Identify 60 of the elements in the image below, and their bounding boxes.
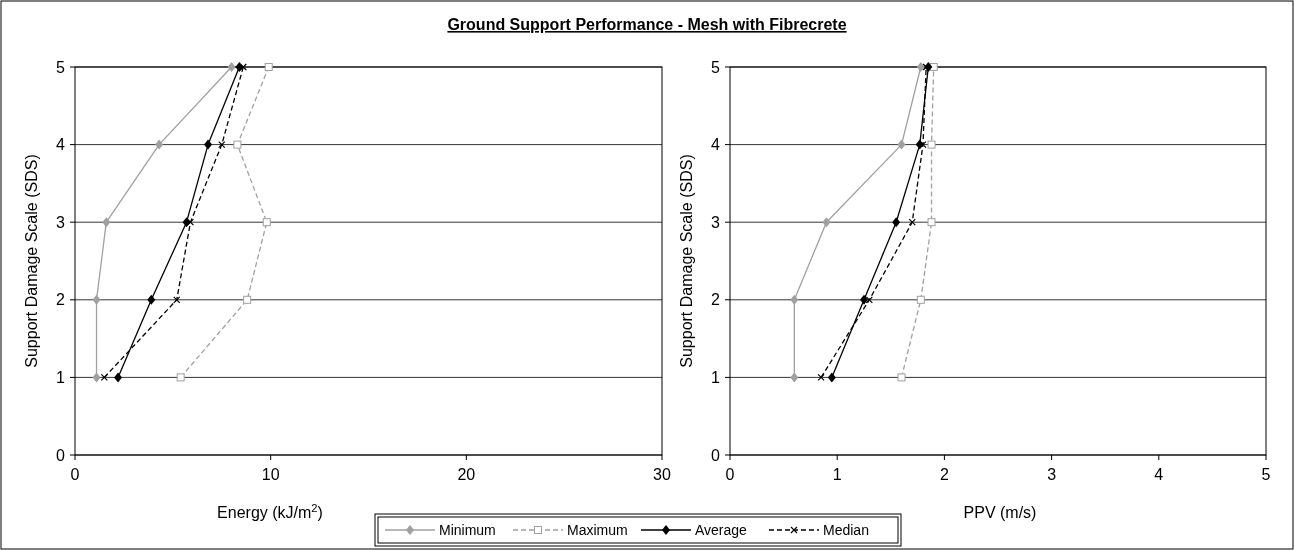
y-tick-label: 4 — [56, 136, 66, 154]
point — [790, 294, 799, 305]
point — [860, 294, 868, 305]
point — [102, 217, 111, 228]
y-tick-label: 2 — [711, 291, 721, 309]
x-tick-label: 2 — [939, 466, 949, 483]
point — [147, 294, 156, 305]
point — [264, 63, 273, 71]
y-tick-label: 0 — [711, 446, 721, 464]
x-tick-label: 30 — [653, 466, 671, 483]
point — [822, 217, 831, 228]
x-tick-label: 10 — [261, 466, 280, 483]
chart-title: Ground Support Performance - Mesh with Fibrecrete — [447, 16, 847, 33]
x-tick-label: 5 — [1261, 466, 1271, 483]
point — [897, 373, 906, 382]
point — [790, 372, 799, 383]
x-axis-title: PPV (m/s) — [963, 504, 1037, 521]
point — [155, 139, 164, 150]
point — [927, 140, 936, 149]
point — [892, 217, 901, 228]
point — [233, 140, 242, 149]
legend-label: Median — [823, 522, 869, 538]
y-tick-label: 5 — [56, 58, 66, 76]
point — [92, 372, 101, 383]
legend-label: Minimum — [439, 522, 496, 538]
x-tick-label: 3 — [1047, 466, 1057, 483]
y-axis-title: Support Damage Scale (SDS) — [23, 154, 40, 368]
y-axis-title: Support Damage Scale (SDS) — [678, 154, 695, 368]
point — [114, 372, 123, 383]
legend-label: Maximum — [567, 522, 628, 538]
y-tick-label: 1 — [711, 369, 721, 386]
legend-label: Average — [695, 522, 748, 538]
point — [865, 296, 873, 304]
point — [92, 294, 101, 305]
y-tick-label: 0 — [56, 446, 66, 464]
point — [927, 218, 936, 227]
y-tick-label: 4 — [711, 136, 721, 154]
y-tick-label: 1 — [56, 369, 66, 386]
y-tick-label: 3 — [56, 213, 66, 231]
point — [243, 295, 252, 304]
y-tick-label: 5 — [711, 58, 721, 76]
y-tick-label: 3 — [711, 213, 721, 231]
point — [916, 295, 925, 304]
point — [817, 373, 825, 381]
x-axis-title: Energy (kJ/m$^{2}$) — [217, 502, 323, 521]
point — [204, 139, 213, 150]
point — [227, 62, 236, 72]
point — [262, 218, 271, 227]
y-tick-label: 2 — [56, 291, 66, 309]
point — [916, 62, 925, 72]
point — [218, 141, 226, 149]
point — [827, 372, 836, 383]
x-tick-label: 0 — [70, 466, 80, 483]
x-tick-label: 4 — [1154, 466, 1164, 483]
point — [176, 373, 185, 382]
x-tick-label: 1 — [832, 466, 842, 483]
point — [897, 139, 906, 150]
x-tick-label: 0 — [725, 466, 735, 483]
x-tick-label: 20 — [457, 466, 476, 483]
point — [186, 218, 195, 226]
